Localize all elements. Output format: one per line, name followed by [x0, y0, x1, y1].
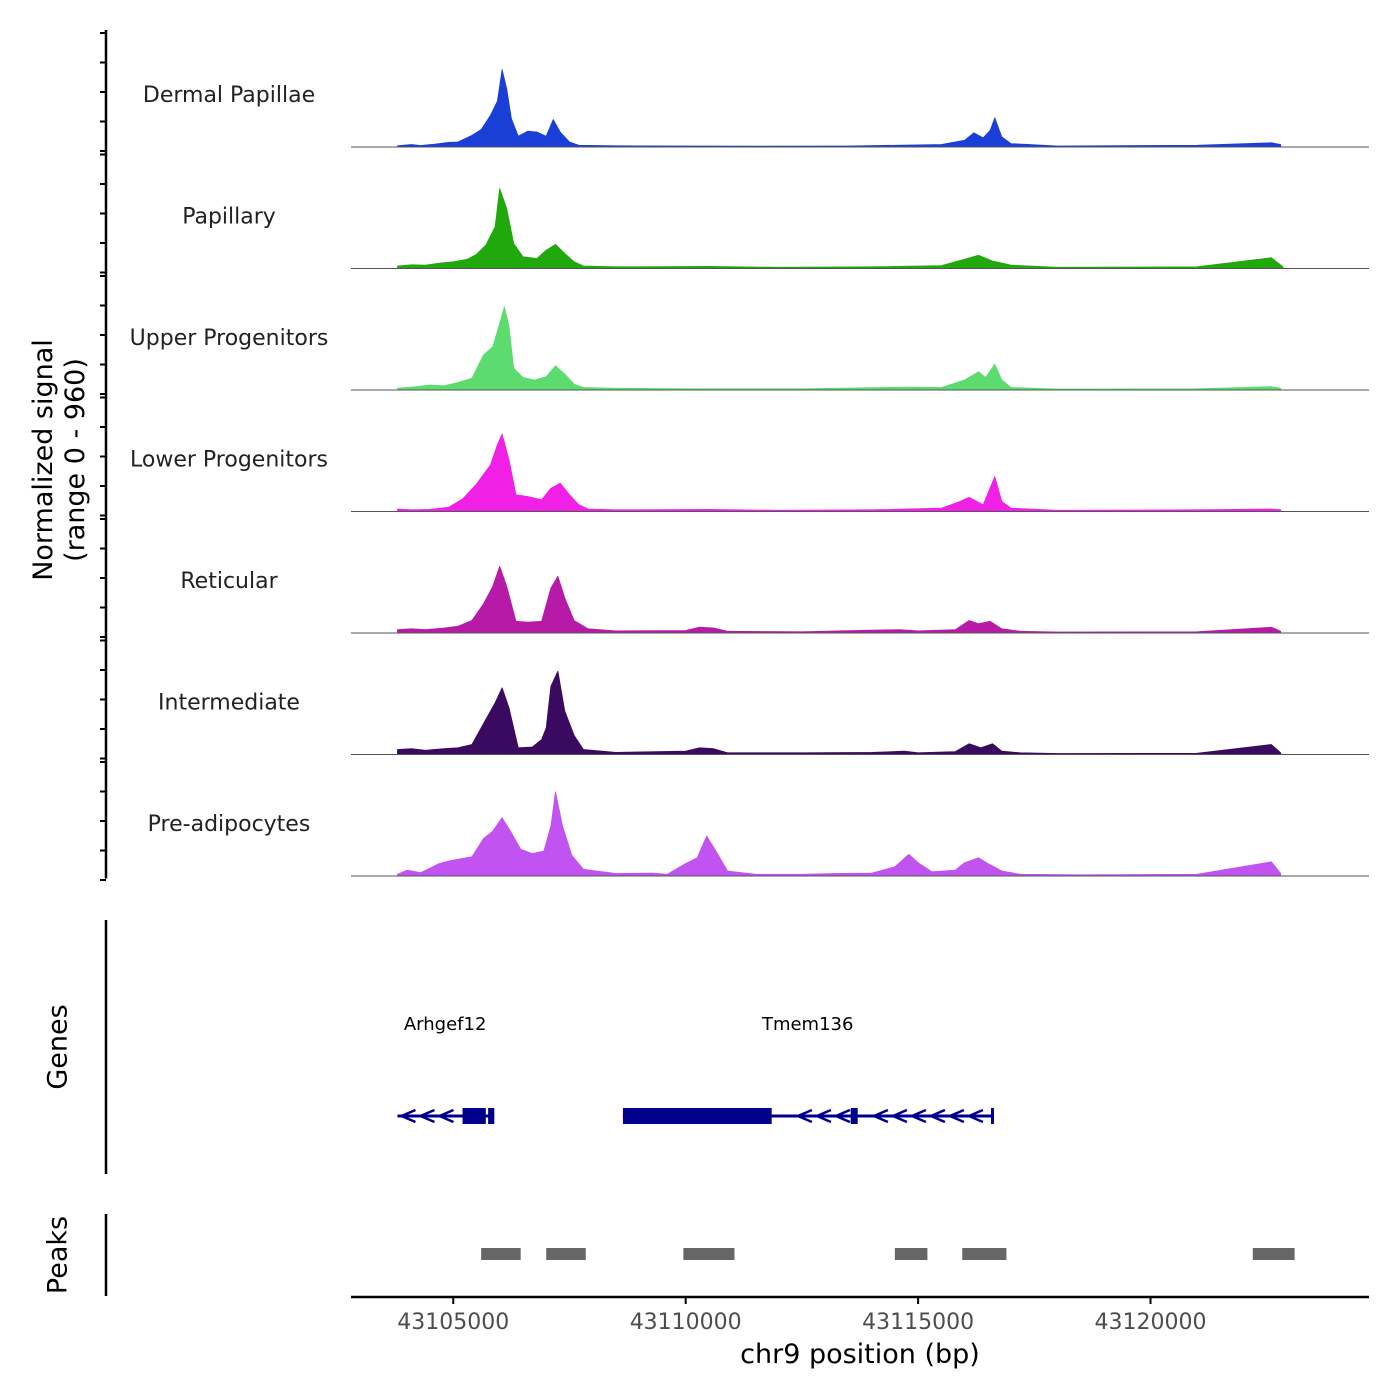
x-tick-label: 43110000: [630, 1310, 742, 1335]
peak: [481, 1248, 521, 1260]
gene-track: Genes Arhgef12 Tmem136: [43, 920, 994, 1174]
track-upper-progenitors: Upper Progenitors: [100, 275, 1369, 395]
y-axis-title-group: Normalized signal (range 0 - 960): [28, 339, 91, 581]
strand-arrow: [927, 1108, 946, 1124]
strand-arrow: [794, 1108, 813, 1124]
track-label: Upper Progenitors: [130, 326, 329, 351]
track-reticular: Reticular: [100, 518, 1369, 638]
gene-exon: [488, 1108, 495, 1124]
track-label: Pre-adipocytes: [148, 812, 311, 837]
signal-area: [397, 188, 1284, 269]
peak: [683, 1248, 735, 1260]
gene-label: Tmem136: [761, 1014, 854, 1035]
strand-arrow: [870, 1108, 889, 1124]
x-tick-label: 43120000: [1095, 1310, 1207, 1335]
gene-exon: [462, 1108, 486, 1124]
strand-arrow: [436, 1108, 454, 1124]
track-label: Reticular: [180, 569, 278, 594]
peak: [962, 1248, 1007, 1260]
x-tick-label: 43115000: [862, 1310, 974, 1335]
signal-area: [397, 69, 1282, 148]
peak: [894, 1248, 928, 1260]
strand-arrow: [832, 1108, 851, 1124]
signal-area: [397, 433, 1282, 512]
signal-area: [397, 670, 1282, 755]
track-papillary: Papillary: [100, 153, 1369, 274]
peak: [546, 1248, 586, 1260]
gene-exon: [622, 1108, 772, 1124]
track-label: Dermal Papillae: [143, 83, 315, 108]
y-axis-range: (range 0 - 960): [60, 358, 91, 562]
strand-arrow: [908, 1108, 927, 1124]
strand-arrow: [889, 1108, 908, 1124]
strand-arrow: [417, 1108, 435, 1124]
peaks-panel-label: Peaks: [43, 1216, 74, 1294]
signal-area: [397, 306, 1282, 391]
x-tick-label: 43105000: [397, 1310, 509, 1335]
gene-exon: [850, 1108, 858, 1124]
track-label: Lower Progenitors: [130, 448, 328, 473]
coverage-tracks: Dermal Papillae Papillary Upper Progenitor…: [100, 30, 1369, 881]
track-intermediate: Intermediate: [100, 639, 1369, 760]
track-pre-adipocytes: Pre-adipocytes: [100, 761, 1369, 881]
track-label: Intermediate: [158, 691, 300, 716]
y-axis-title: Normalized signal: [28, 339, 59, 581]
track-lower-progenitors: Lower Progenitors: [100, 396, 1369, 517]
strand-arrow: [946, 1108, 965, 1124]
x-axis-title: chr9 position (bp): [740, 1339, 980, 1370]
gene-tmem136: Tmem136: [622, 1014, 994, 1124]
track-dermal-papillae: Dermal Papillae: [100, 32, 1369, 152]
strand-arrow: [813, 1108, 832, 1124]
genes-panel-label: Genes: [43, 1004, 74, 1089]
gene-label: Arhgef12: [404, 1014, 487, 1035]
signal-area: [397, 565, 1282, 634]
peak-track: Peaks: [43, 1214, 1295, 1296]
signal-area: [397, 791, 1282, 877]
peak: [1252, 1248, 1295, 1260]
strand-arrow: [398, 1108, 416, 1124]
x-axis: chr9 position (bp) 43105000 43110000 43115…: [351, 1295, 1369, 1370]
gene-arhgef12: Arhgef12: [397, 1014, 495, 1124]
strand-arrow: [965, 1108, 984, 1124]
track-label: Papillary: [182, 205, 276, 230]
